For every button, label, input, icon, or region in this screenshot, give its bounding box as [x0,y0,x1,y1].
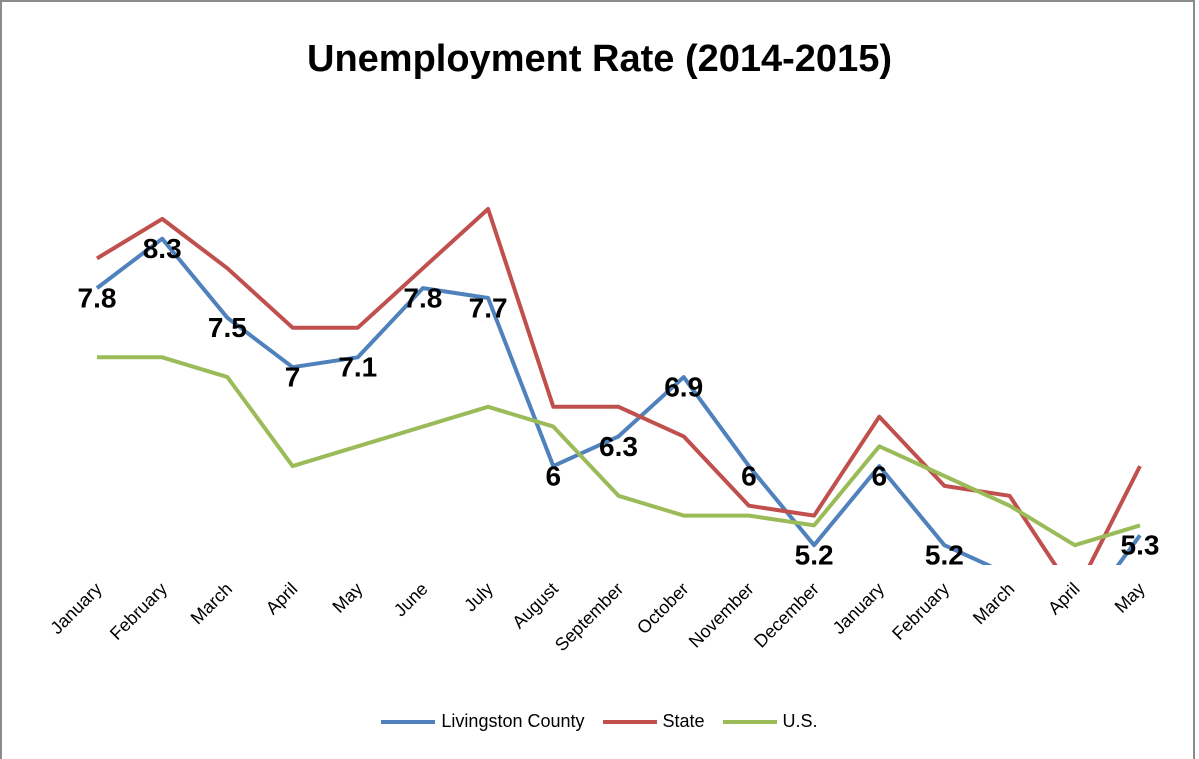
x-tick-label: January [829,579,888,638]
legend-item-state: State [602,711,705,732]
data-label-livingston-county: 6.3 [599,431,638,462]
x-tick-label: December [750,579,823,652]
series-line-livingston-county [95,236,1142,565]
x-tick-label: August [508,579,562,633]
data-label-livingston-county: 7.1 [338,352,377,383]
data-label-livingston-county: 7.8 [403,282,442,313]
data-label-livingston-county: 7.8 [78,282,117,313]
x-tick-label: October [633,579,692,638]
x-tick-label: March [969,579,1019,629]
data-label-livingston-county: 5.2 [795,540,834,571]
chart-legend: Livingston County State U.S. [0,711,1199,732]
data-label-livingston-county: 7 [285,362,301,393]
data-label-livingston-county: 5.3 [1121,530,1160,561]
x-tick-label: November [685,579,758,652]
series-line-state [95,207,1142,565]
x-tick-label: May [328,579,366,617]
legend-label-us: U.S. [782,711,818,731]
x-tick-label: April [1044,579,1084,619]
x-tick-label: June [390,579,432,621]
data-label-livingston-county: 8.3 [143,233,182,264]
x-tick-label: September [551,579,627,655]
data-label-livingston-county: 7.5 [208,312,247,343]
data-label-livingston-county: 5.2 [925,540,964,571]
legend-item-livingston-county: Livingston County [381,711,585,732]
chart-title: Unemployment Rate (2014-2015) [307,38,892,80]
data-label-livingston-county: 6.9 [664,371,703,402]
x-tick-label: April [262,579,302,619]
x-tick-label: February [888,579,953,644]
legend-label-state: State [662,711,705,731]
series-line-u-s [97,355,1141,548]
x-tick-label: January [46,579,105,638]
legend-swatch-state [602,719,657,724]
x-tick-label: February [106,579,171,644]
x-tick-label: March [187,579,237,629]
x-tick-label: July [460,579,497,616]
legend-label-livingston-county: Livingston County [441,711,585,731]
data-label-livingston-county: 7.7 [469,292,508,323]
legend-item-us: U.S. [722,711,818,732]
x-tick-label: May [1111,579,1149,617]
data-label-livingston-county: 6 [741,460,757,491]
data-label-livingston-county: 6 [872,460,888,491]
data-label-livingston-county: 6 [546,460,562,491]
legend-swatch-livingston-county [381,719,436,724]
legend-swatch-us [722,719,777,724]
